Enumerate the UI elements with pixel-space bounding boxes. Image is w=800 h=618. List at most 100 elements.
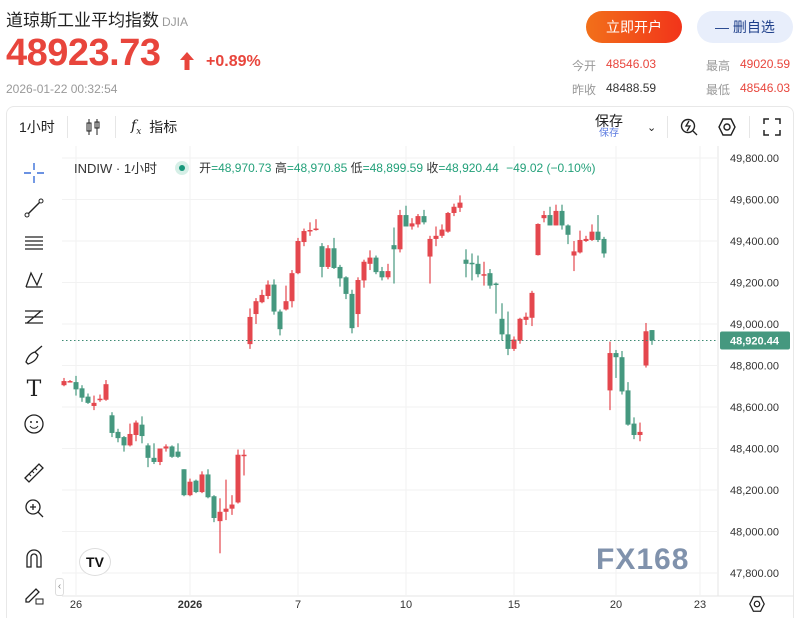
collapse-toolbar-button[interactable]: ‹ (55, 578, 64, 596)
high-value: 49020.59 (740, 57, 791, 71)
horizontal-lines-icon[interactable] (22, 231, 46, 255)
candle-body (247, 316, 253, 345)
candle-body (97, 398, 103, 401)
prev-close-label: 昨收 (572, 83, 597, 97)
candlestick-chart[interactable]: 49,800.00 49,600.00 49,400.00 49,200.00 49,0… (0, 146, 800, 618)
candle-body (331, 248, 337, 268)
candle-body (307, 230, 313, 232)
candle-body (439, 229, 445, 236)
crosshair-icon[interactable] (22, 161, 46, 185)
candle-body (565, 225, 571, 235)
candle-body (607, 353, 613, 391)
candle-body (523, 316, 529, 320)
candle-body (625, 390, 631, 425)
y-tick-label: 49,600.00 (730, 195, 779, 207)
y-tick-label: 48,000.00 (730, 527, 779, 539)
candle-body (193, 480, 199, 493)
x-tick-label: 23 (694, 599, 706, 611)
axis-settings-icon[interactable] (748, 595, 766, 618)
candle-body (175, 451, 181, 457)
divider (667, 116, 668, 138)
candle-body (421, 216, 427, 223)
y-tick-label: 48,400.00 (730, 444, 779, 456)
indicators-button[interactable]: fx 指标 (131, 107, 177, 147)
candle-body (229, 504, 235, 509)
tradingview-logo[interactable]: TV (80, 549, 110, 575)
open-account-button[interactable]: 立即开户 (586, 11, 682, 43)
instrument-title: 道琼斯工业平均指数 DJIA (6, 6, 188, 31)
pattern-icon[interactable] (22, 268, 46, 292)
fib-icon[interactable] (22, 305, 46, 329)
low-label: 最低 (706, 83, 731, 97)
save-sublabel: 保存 (599, 128, 619, 140)
zoom-in-icon[interactable] (22, 496, 46, 520)
candle-body (103, 384, 109, 400)
candle-body (91, 402, 97, 406)
x-tick-label: 2026 (178, 599, 202, 611)
candle-body (199, 474, 205, 493)
candle-body (301, 231, 307, 243)
chart-area[interactable] (6, 146, 794, 618)
candle-body (649, 330, 655, 341)
instrument-name: 道琼斯工业平均指数 (6, 11, 159, 30)
candle-body (289, 273, 295, 302)
candle-body (571, 251, 577, 256)
candle-body (463, 259, 469, 264)
candle-body (67, 381, 73, 383)
brush-icon[interactable] (22, 342, 46, 366)
divider (67, 116, 68, 138)
candle-body (319, 246, 325, 267)
candle-body (325, 248, 331, 267)
y-tick-label: 48,600.00 (730, 402, 779, 414)
save-button[interactable]: 保存 保存 (595, 107, 623, 147)
candle-body (235, 454, 241, 503)
open-value: 48546.03 (606, 57, 657, 71)
candle-body (295, 241, 301, 274)
candle-body (637, 431, 643, 436)
candle-body (487, 273, 493, 286)
lock-drawing-icon[interactable] (22, 583, 46, 607)
candle-body (85, 396, 91, 403)
ruler-icon[interactable] (22, 461, 46, 485)
emoji-icon[interactable] (22, 412, 46, 436)
candle-body (475, 263, 481, 275)
high-label: 最高 (706, 59, 731, 73)
candle-body (643, 331, 649, 366)
candle-type-button[interactable] (85, 107, 101, 147)
quick-search-icon[interactable] (679, 107, 699, 147)
legend-low: =48,899.59 (362, 161, 424, 175)
legend-close: =48,920.44 (438, 161, 499, 175)
interval-selector[interactable]: 1小时 (19, 119, 55, 135)
trend-line-icon[interactable] (22, 196, 46, 220)
candle-body (583, 238, 589, 241)
candle-body (397, 215, 403, 250)
candle-body (493, 283, 499, 286)
timestamp: 2026-01-22 00:32:54 (6, 82, 118, 96)
fullscreen-icon[interactable] (763, 107, 781, 147)
candle-body (403, 215, 409, 227)
candle-body (451, 206, 457, 213)
candle-body (277, 311, 283, 330)
y-tick-label: 49,000.00 (730, 319, 779, 331)
y-tick-label: 49,400.00 (730, 236, 779, 248)
candle-body (517, 318, 523, 341)
legend-high-label: 高 (274, 161, 287, 175)
chevron-down-icon[interactable]: ⌄ (647, 121, 657, 134)
settings-hexagon-icon[interactable] (717, 107, 737, 147)
x-tick-label: 15 (508, 599, 520, 611)
candle-body (595, 231, 601, 240)
status-dot-icon (175, 160, 190, 175)
candle-body (283, 301, 289, 310)
text-tool-icon[interactable]: T (26, 376, 42, 402)
legend-high: =48,970.85 (286, 161, 348, 175)
legend-low-label: 低 (350, 161, 363, 175)
magnet-icon[interactable] (22, 546, 46, 570)
candle-body (577, 239, 583, 253)
candle-body (157, 448, 163, 462)
x-tick-label: 10 (400, 599, 412, 611)
remove-watchlist-button[interactable]: — 删自选 (697, 11, 793, 43)
candle-body (205, 474, 211, 498)
candle-body (253, 301, 259, 315)
indicators-label: 指标 (149, 119, 178, 135)
ohlc-legend: INDIW · 1小时 开=48,970.73 高=48,970.85 低=48… (74, 158, 596, 177)
